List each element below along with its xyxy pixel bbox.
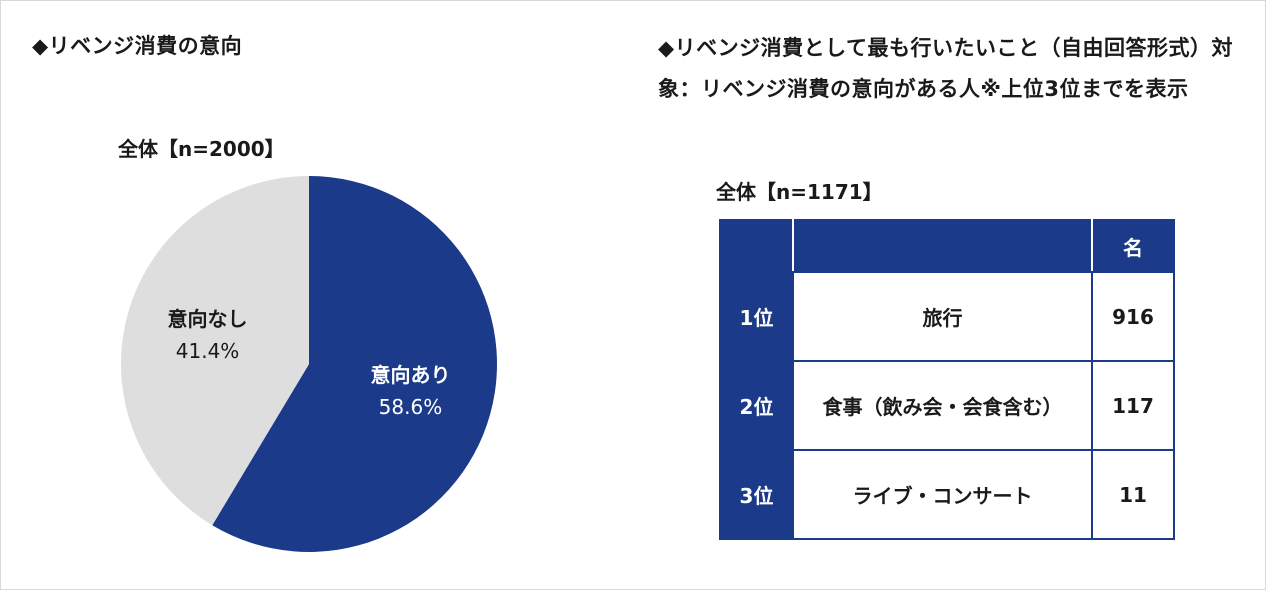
pie-sample-size-label: 全体【n=2000】 [118, 137, 285, 161]
header-rank-cell [719, 219, 794, 273]
item-cell: ライブ・コンサート [792, 449, 1093, 540]
count-cell: 916 [1091, 271, 1175, 362]
pie-value-no: 41.4% [176, 339, 240, 363]
rank-cell: 3位 [719, 449, 794, 540]
item-cell: 旅行 [792, 271, 1093, 362]
ranking-table: 名 1位 旅行 916 2位 食事（飲み会・会食含む） 117 3位 ライブ・コ… [719, 219, 1175, 540]
right-panel-title: ◆リベンジ消費として最も行いたいこと（自由回答形式）対象：リベンジ消費の意向があ… [658, 36, 1234, 101]
pie-label-no: 意向なし [168, 307, 248, 331]
table-sample-size-label: 全体【n=1171】 [716, 180, 883, 204]
table-row: 1位 旅行 916 [719, 271, 1175, 362]
pie-label-yes: 意向あり [370, 363, 450, 387]
table-row: 3位 ライブ・コンサート 11 [719, 449, 1175, 540]
rank-cell: 2位 [719, 360, 794, 451]
pie-value-yes: 58.6% [379, 395, 443, 419]
table-header-row: 名 [719, 219, 1175, 273]
count-cell: 117 [1091, 360, 1175, 451]
pie-slice-yes [212, 176, 497, 552]
table-row: 2位 食事（飲み会・会食含む） 117 [719, 360, 1175, 451]
count-cell: 11 [1091, 449, 1175, 540]
header-unit-cell: 名 [1091, 219, 1175, 273]
header-item-cell [792, 219, 1093, 273]
rank-cell: 1位 [719, 271, 794, 362]
item-cell: 食事（飲み会・会食含む） [792, 360, 1093, 451]
left-panel-title: ◆リベンジ消費の意向 [32, 34, 243, 58]
pie-slice-no [120, 176, 309, 526]
